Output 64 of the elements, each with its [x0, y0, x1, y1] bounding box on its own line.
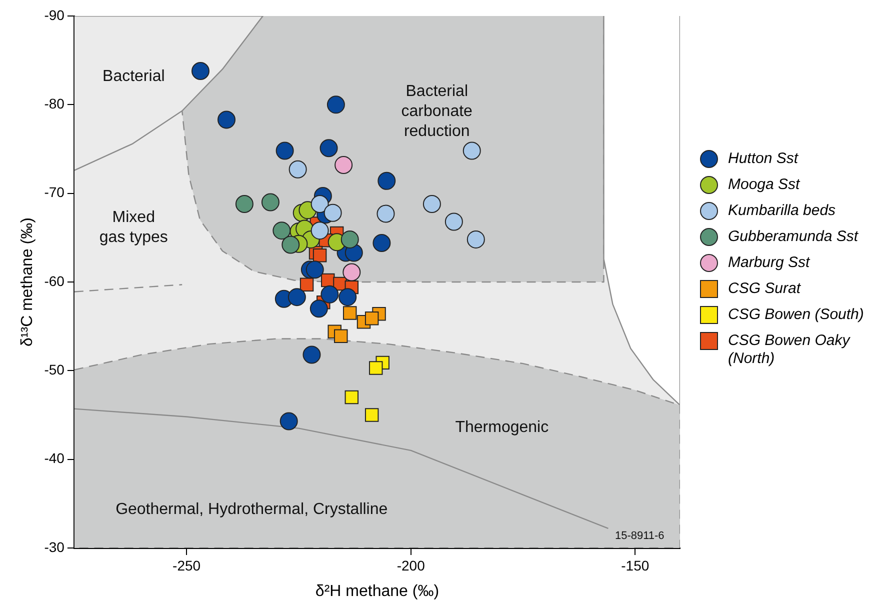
x-tick-label: -150: [621, 557, 650, 574]
point: [340, 230, 359, 248]
point: [326, 96, 345, 114]
legend-label: Mooga Sst: [728, 176, 802, 194]
annotation: Bacterial carbonate reduction: [400, 82, 474, 142]
legend-label: CSG Surat: [728, 280, 802, 298]
x-tick-label: -250: [172, 557, 201, 574]
y-tick-label: -60: [44, 272, 65, 289]
annotation: Bacterial: [102, 67, 166, 88]
legend-label: Kumbarilla beds: [728, 202, 837, 220]
point: [342, 306, 357, 320]
point: [364, 408, 379, 422]
legend-label: CSG Bowen (South): [728, 306, 865, 324]
annotation: Mixed gas types: [98, 208, 169, 248]
y-axis-title: δ¹³C methane (‰): [19, 218, 36, 346]
point: [364, 311, 379, 326]
legend-label: Gubberamunda Sst: [728, 228, 860, 246]
legend-label: Marburg Sst: [728, 254, 812, 272]
point: [300, 278, 314, 292]
point: [334, 156, 353, 174]
point: [276, 142, 294, 160]
point: [272, 222, 291, 240]
point: [372, 234, 391, 252]
point: [466, 230, 485, 248]
y-tick-label: -50: [44, 362, 65, 378]
point: [320, 285, 339, 304]
point: [302, 346, 321, 364]
point: [310, 222, 329, 240]
point: [310, 300, 328, 318]
y-tick-label: -90: [44, 6, 65, 23]
point: [306, 260, 324, 279]
point: [376, 204, 395, 223]
point: [310, 194, 329, 213]
point: [282, 236, 300, 254]
point: [288, 288, 306, 306]
point: [422, 194, 441, 213]
point: [261, 193, 280, 212]
point: [444, 212, 463, 231]
legend-label: CSG Bowen Oaky (North): [728, 332, 852, 368]
annotation: Geothermal, Hydrothermal, Crystalline: [114, 500, 389, 520]
point: [218, 110, 236, 129]
point: [191, 62, 210, 80]
point: [462, 142, 481, 160]
point: [378, 172, 396, 190]
annotation: 15-8911-6: [614, 530, 666, 544]
point: [342, 263, 361, 282]
x-axis-title: δ²H methane (‰): [315, 582, 440, 600]
point: [338, 288, 357, 306]
point: [334, 329, 348, 343]
point: [235, 194, 254, 213]
point: [312, 248, 327, 262]
y-tick-label: -30: [44, 538, 65, 555]
point: [320, 139, 338, 158]
y-tick-label: -40: [44, 450, 65, 466]
legend-label: Hutton Sst: [728, 150, 800, 168]
point: [369, 361, 383, 375]
x-tick-label: -200: [396, 557, 426, 574]
point: [280, 412, 298, 430]
point: [288, 160, 307, 178]
point: [324, 204, 342, 222]
y-tick-label: -80: [44, 96, 65, 112]
annotation: Thermogenic: [454, 418, 550, 438]
y-tick-label: -70: [44, 184, 65, 200]
point: [344, 390, 359, 404]
